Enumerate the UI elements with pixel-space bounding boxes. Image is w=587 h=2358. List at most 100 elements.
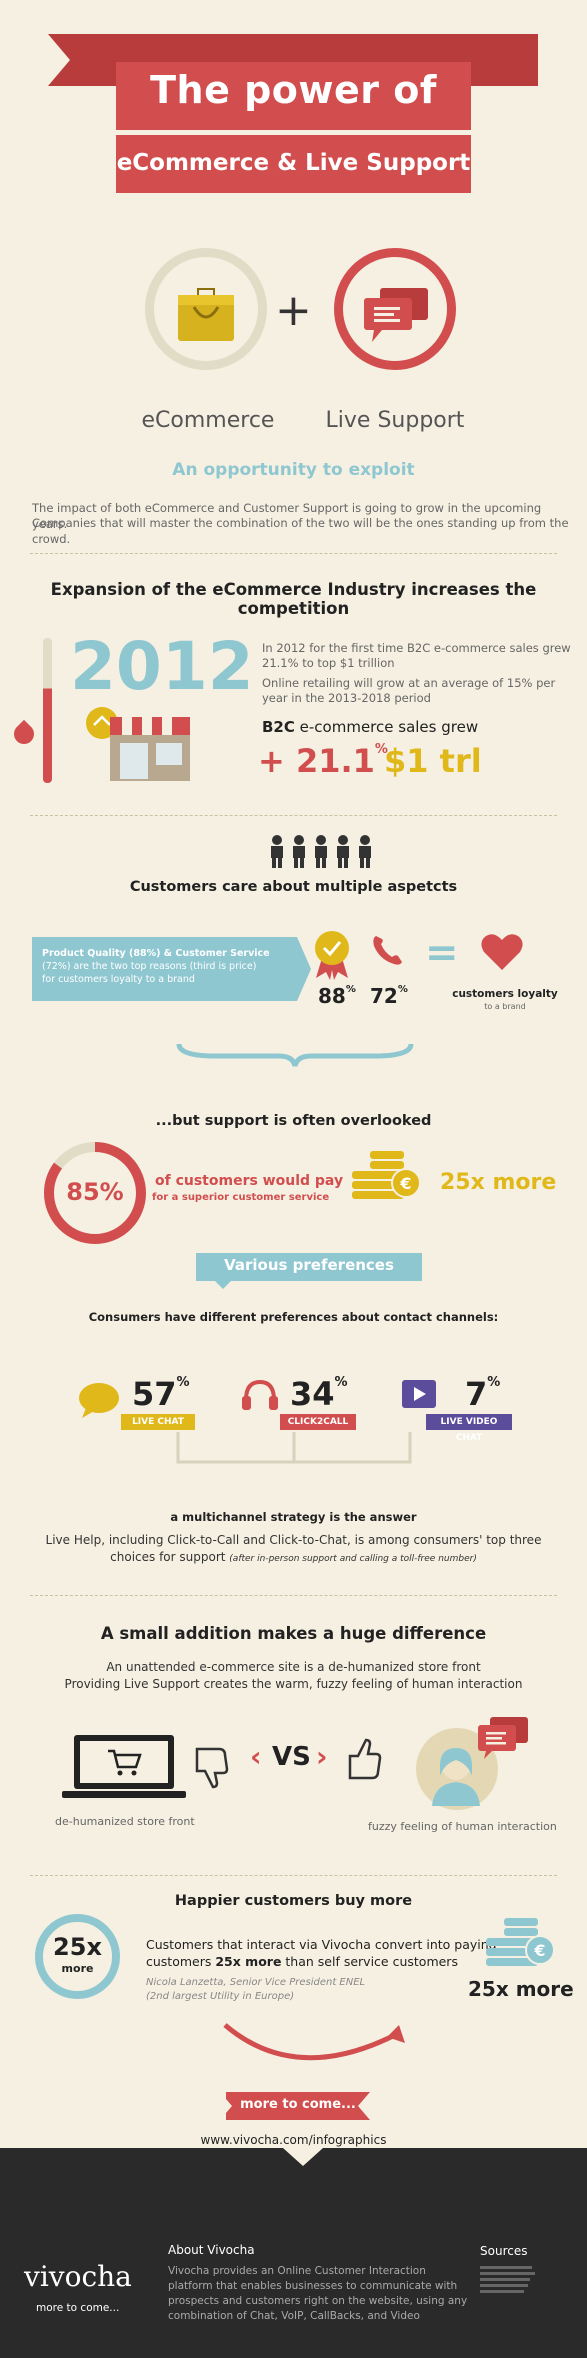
ecommerce-label: eCommerce bbox=[141, 408, 275, 433]
strategy-line-2: choices for support (after in-person sup… bbox=[0, 1550, 587, 1564]
quote-line-1: Nicola Lanzetta, Senior Vice President E… bbox=[146, 1977, 366, 1988]
sources-list bbox=[480, 2263, 550, 2296]
chevron-right-icon: › bbox=[316, 1740, 328, 1773]
difference-heading: A small addition makes a huge difference bbox=[100, 1624, 487, 1643]
svg-text:€: € bbox=[533, 1941, 545, 1960]
happier-text-2c: than self service customers bbox=[281, 1954, 458, 1969]
happier-badge-value: 25x bbox=[53, 1933, 102, 1961]
strategy-note: (after in-person support and calling a t… bbox=[229, 1554, 477, 1564]
people-icon bbox=[271, 835, 371, 868]
expansion-heading: Expansion of the eCommerce Industry incr… bbox=[50, 580, 537, 618]
service-value: 72% bbox=[370, 984, 408, 1008]
info-box-arrow bbox=[297, 937, 311, 1001]
chat-bubble-icon bbox=[79, 1383, 119, 1418]
divider bbox=[30, 815, 557, 816]
svg-text:€: € bbox=[399, 1174, 411, 1193]
footer bbox=[0, 2148, 587, 2358]
difference-text-1: An unattended e-commerce site is a de-hu… bbox=[106, 1660, 481, 1674]
infographics-link[interactable]: www.vivocha.com/infographics bbox=[200, 2133, 387, 2147]
overlooked-text-2: for a superior customer service bbox=[152, 1192, 330, 1203]
about-line-2: platform that enables businesses to comm… bbox=[168, 2280, 458, 2292]
loyalty-sublabel: to a brand bbox=[484, 1002, 526, 1011]
about-title: About Vivocha bbox=[168, 2243, 255, 2257]
overlooked-multiplier: 25x more bbox=[440, 1170, 557, 1195]
live-chat-pct: % bbox=[176, 1375, 190, 1390]
overlooked-text-1: of customers would pay bbox=[155, 1173, 344, 1189]
coins-icon: € bbox=[352, 1151, 421, 1199]
happier-text-2: customers 25x more than self service cus… bbox=[146, 1954, 458, 1969]
quality-badge-icon bbox=[315, 931, 349, 980]
aspects-box-line-2: (72%) are the two top reasons (third is … bbox=[42, 961, 257, 972]
click2call-value: 34% bbox=[290, 1375, 348, 1413]
b2c-rest: e-commerce sales grew bbox=[294, 718, 479, 736]
button-notch-left bbox=[220, 2092, 232, 2120]
source-item bbox=[480, 2290, 524, 2293]
coins-teal-icon: € bbox=[486, 1918, 555, 1966]
more-to-come-label[interactable]: more to come... bbox=[240, 2097, 356, 2112]
about-line-1: Vivocha provides an Online Customer Inte… bbox=[168, 2265, 426, 2277]
happier-text-2b: 25x more bbox=[215, 1954, 282, 1969]
video-chat-tag: LIVE VIDEO CHAT bbox=[426, 1414, 512, 1443]
growth-meter bbox=[43, 638, 52, 783]
overlooked-percent: 85% bbox=[66, 1178, 124, 1206]
strategy-heading: a multichannel strategy is the answer bbox=[170, 1510, 417, 1524]
equals-sign: = bbox=[425, 930, 459, 976]
quality-pct: % bbox=[345, 984, 356, 995]
opportunity-heading: An opportunity to exploit bbox=[172, 460, 415, 480]
strategy-line-2-text: choices for support bbox=[110, 1550, 226, 1564]
growth-number: + 21.1 bbox=[258, 742, 375, 780]
divider bbox=[30, 1595, 557, 1596]
curved-arrow bbox=[223, 2023, 405, 2061]
ribbon-fold bbox=[48, 34, 70, 86]
video-play-icon bbox=[402, 1380, 436, 1408]
shopping-bag-icon bbox=[178, 288, 234, 341]
footer-notch bbox=[283, 2148, 323, 2166]
loyalty-label: customers loyalty bbox=[452, 988, 558, 1000]
title-ribbon bbox=[116, 62, 471, 130]
year-2012: 2012 bbox=[70, 628, 254, 705]
vs-label: VS bbox=[272, 1742, 311, 1772]
storefront-icon bbox=[86, 707, 190, 781]
b2c-label: B2C e-commerce sales grew bbox=[262, 718, 478, 736]
source-item bbox=[480, 2284, 528, 2287]
banner-pointer bbox=[215, 1281, 231, 1289]
growth-pct: % bbox=[374, 742, 388, 757]
heart-icon bbox=[481, 934, 523, 970]
page-subtitle: eCommerce & Live Support bbox=[116, 150, 471, 176]
expansion-text-1a: In 2012 for the first time B2C e-commerc… bbox=[262, 641, 571, 655]
divider bbox=[30, 1875, 557, 1876]
preferences-banner-text: Various preferences bbox=[224, 1256, 394, 1274]
service-number: 72 bbox=[370, 984, 398, 1008]
aspects-heading: Customers care about multiple aspetcts bbox=[129, 879, 458, 895]
click2call-number: 34 bbox=[290, 1375, 335, 1413]
quote-line-2: (2nd largest Utility in Europe) bbox=[146, 1991, 295, 2002]
source-item bbox=[480, 2266, 532, 2269]
dehumanized-caption: de-humanized store front bbox=[55, 1815, 195, 1828]
aspects-info-box bbox=[32, 937, 297, 1001]
aspects-box-line-1: Product Quality (88%) & Customer Service bbox=[42, 948, 270, 959]
meter-marker bbox=[9, 719, 39, 749]
growth-value: + 21.1% bbox=[258, 742, 388, 780]
quality-value: 88% bbox=[318, 984, 356, 1008]
more-to-come-button[interactable] bbox=[226, 2092, 370, 2120]
live-chat-tag: LIVE CHAT bbox=[121, 1414, 195, 1430]
happier-badge-sub: more bbox=[61, 1962, 94, 1975]
page-title: The power of bbox=[150, 68, 437, 112]
strategy-line-1: Live Help, including Click-to-Call and C… bbox=[45, 1533, 542, 1547]
support-agent-icon bbox=[432, 1748, 480, 1806]
chat-bubbles-icon bbox=[364, 288, 428, 342]
trillion-value: $1 trl bbox=[384, 742, 482, 780]
sources-title: Sources bbox=[480, 2244, 528, 2258]
happier-text-1: Customers that interact via Vivocha conv… bbox=[146, 1937, 497, 1952]
quality-number: 88 bbox=[318, 984, 346, 1008]
button-notch-right bbox=[358, 2092, 370, 2120]
live-chat-value: 57% bbox=[132, 1375, 190, 1413]
click2call-pct: % bbox=[334, 1375, 348, 1390]
video-chat-pct: % bbox=[487, 1375, 501, 1390]
preferences-banner bbox=[196, 1253, 422, 1281]
happier-heading: Happier customers buy more bbox=[174, 1893, 413, 1909]
expansion-text-1b: 21.1% to top $1 trillion bbox=[262, 656, 395, 670]
plus-sign: + bbox=[275, 285, 312, 336]
service-pct: % bbox=[397, 984, 408, 995]
